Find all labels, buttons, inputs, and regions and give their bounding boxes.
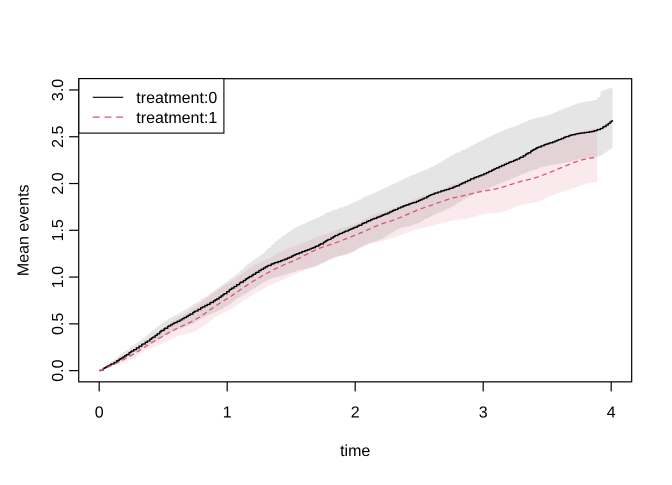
svg-text:4: 4: [607, 405, 616, 422]
svg-text:1: 1: [223, 405, 232, 422]
svg-text:2.0: 2.0: [50, 172, 67, 194]
svg-text:0.5: 0.5: [50, 313, 67, 335]
svg-text:3: 3: [479, 405, 488, 422]
svg-text:Mean events: Mean events: [16, 184, 33, 276]
svg-text:1.5: 1.5: [50, 219, 67, 241]
svg-text:3.0: 3.0: [50, 79, 67, 101]
svg-text:2: 2: [351, 405, 360, 422]
svg-text:time: time: [340, 443, 370, 460]
svg-text:treatment:1: treatment:1: [136, 110, 217, 127]
svg-text:2.5: 2.5: [50, 126, 67, 148]
svg-text:0.0: 0.0: [50, 359, 67, 381]
svg-text:1.0: 1.0: [50, 266, 67, 288]
svg-text:treatment:0: treatment:0: [136, 90, 217, 107]
svg-text:0: 0: [95, 405, 104, 422]
